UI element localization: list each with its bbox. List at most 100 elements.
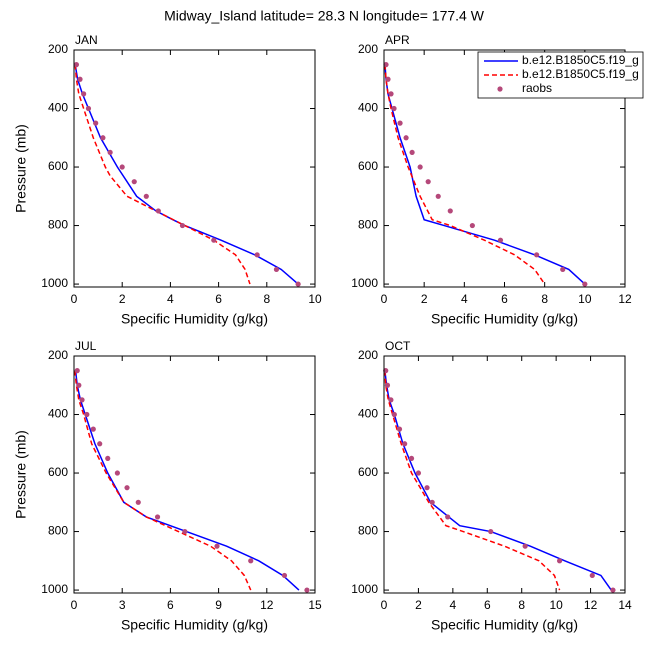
legend-label: b.e12.B1850C5.f19_g (522, 67, 639, 81)
raob-point (534, 252, 540, 258)
plot-frame (383, 49, 626, 288)
x-tick-label: 8 (518, 598, 525, 612)
y-tick-label: 800 (48, 524, 68, 538)
x-tick-label: 10 (308, 292, 322, 306)
raob-point (131, 179, 137, 185)
raob-point (100, 135, 106, 141)
raob-point (211, 237, 217, 243)
raob-point (397, 120, 403, 126)
raob-point (497, 237, 504, 243)
x-tick-label: 6 (484, 598, 491, 612)
x-tick-label: 8 (541, 292, 548, 306)
raob-point (81, 91, 87, 97)
panel-title: JAN (75, 33, 98, 47)
raob-point (248, 558, 254, 564)
plot-frame (383, 355, 626, 594)
raob-point (77, 76, 83, 82)
y-tick-label: 200 (48, 42, 68, 56)
raob-point (114, 470, 120, 476)
raob-point (469, 222, 475, 229)
y-tick-label: 800 (358, 524, 378, 538)
raob-point (105, 455, 111, 462)
x-tick-label: 0 (71, 292, 78, 306)
raob-point (73, 62, 80, 68)
raob-point (273, 266, 280, 273)
profile-line (74, 370, 252, 591)
raob-point (445, 514, 451, 520)
raob-point (85, 105, 92, 112)
y-tick-label: 600 (48, 159, 68, 173)
y-axis-label: Pressure (mb) (13, 124, 29, 213)
raob-point (610, 587, 616, 593)
raob-point (403, 135, 409, 141)
y-tick-label: 800 (358, 218, 378, 232)
legend-label: b.e12.B1850C5.f19_g (522, 53, 639, 67)
raob-point (391, 411, 397, 418)
y-tick-label: 400 (48, 407, 68, 421)
y-tick-label: 800 (48, 218, 68, 232)
x-tick-label: 3 (119, 598, 126, 612)
raob-point (388, 91, 394, 97)
figure-title: Midway_Island latitude= 28.3 N longitude… (164, 8, 485, 24)
y-tick-label: 400 (358, 407, 378, 421)
y-tick-label: 200 (358, 42, 378, 56)
raob-point (383, 62, 389, 68)
x-tick-label: 2 (421, 292, 428, 306)
raob-point (97, 441, 103, 447)
raob-point (417, 164, 423, 170)
x-tick-label: 10 (549, 598, 563, 612)
panel-title: OCT (385, 339, 411, 353)
x-tick-label: 4 (167, 292, 174, 306)
raob-point (409, 149, 415, 156)
x-tick-label: 0 (71, 598, 78, 612)
y-axis-label: Pressure (mb) (13, 430, 29, 519)
x-tick-label: 4 (461, 292, 468, 306)
x-axis-label: Specific Humidity (g/kg) (121, 617, 268, 633)
legend-marker (497, 86, 503, 92)
raob-point (74, 368, 80, 374)
raob-point (425, 179, 431, 185)
y-tick-label: 1000 (351, 582, 378, 596)
raob-point (214, 543, 220, 549)
y-tick-label: 200 (358, 348, 378, 362)
x-tick-label: 10 (578, 292, 592, 306)
y-tick-label: 1000 (41, 582, 68, 596)
x-tick-label: 0 (381, 598, 388, 612)
profile-line (74, 64, 251, 285)
raob-point (135, 499, 141, 505)
x-axis-label: Specific Humidity (g/kg) (121, 311, 268, 327)
panel-title: APR (385, 33, 410, 47)
x-tick-label: 6 (501, 292, 508, 306)
x-tick-label: 2 (119, 292, 126, 306)
y-tick-label: 600 (48, 465, 68, 479)
y-tick-label: 600 (358, 159, 378, 173)
raob-point (402, 441, 408, 447)
x-tick-label: 6 (167, 598, 174, 612)
x-tick-label: 4 (450, 598, 457, 612)
raob-point (384, 382, 391, 388)
legend-box (477, 51, 644, 99)
raob-point (435, 193, 441, 199)
x-axis-label: Specific Humidity (g/kg) (431, 311, 578, 327)
raob-point (429, 499, 435, 505)
x-tick-label: 12 (260, 598, 274, 612)
raob-point (415, 470, 422, 476)
y-tick-label: 200 (48, 348, 68, 362)
raob-point (143, 193, 149, 199)
x-tick-label: 2 (415, 598, 422, 612)
x-tick-label: 12 (584, 598, 598, 612)
raob-point (76, 382, 82, 388)
raob-point (179, 222, 186, 229)
raob-point (295, 281, 301, 287)
x-tick-label: 6 (215, 292, 222, 306)
profile-line (384, 64, 546, 285)
raob-point (522, 543, 528, 549)
raob-point (93, 120, 99, 126)
raob-point (304, 587, 310, 593)
raob-point (385, 76, 391, 82)
raob-point (154, 514, 161, 520)
raob-point (488, 528, 494, 535)
raob-point (124, 485, 130, 491)
raob-point (424, 485, 430, 491)
